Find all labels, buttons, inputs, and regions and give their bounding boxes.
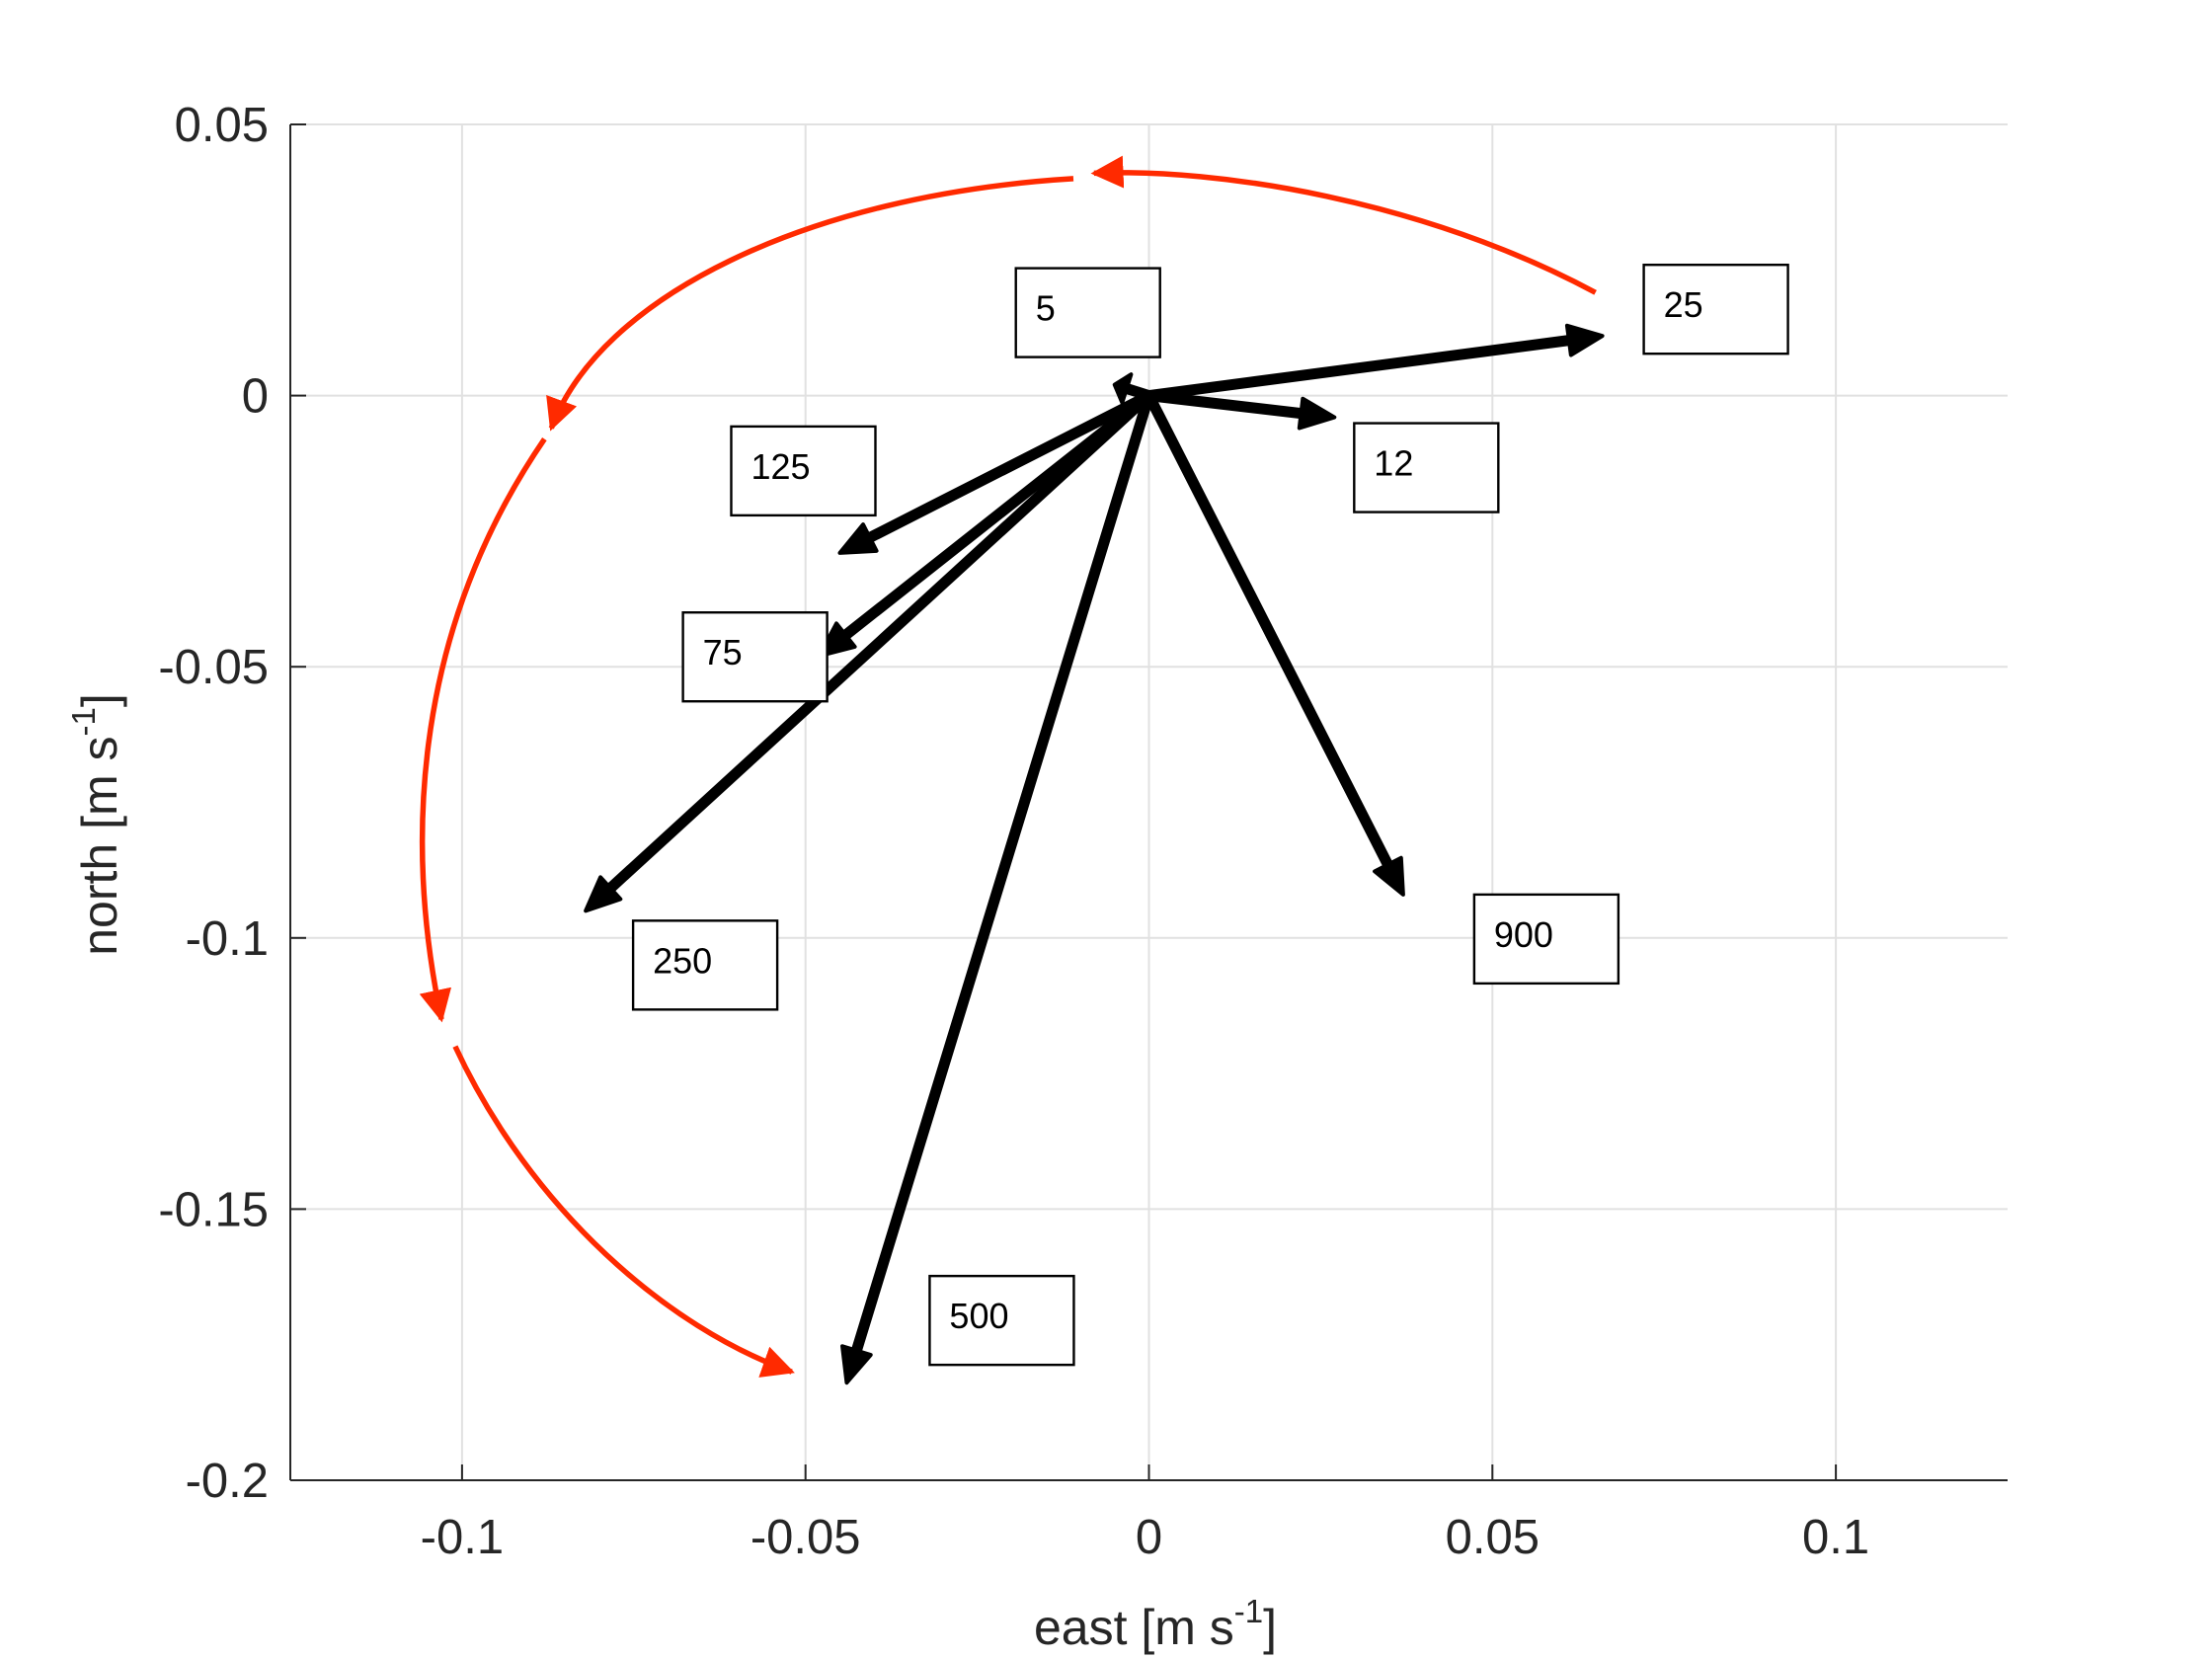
y-tick-label: -0.05 <box>158 641 269 694</box>
vector-shaft <box>1144 390 1393 871</box>
label-box-frame <box>1472 893 1620 986</box>
vector-shaft <box>1144 335 1575 402</box>
label-box-frame <box>631 919 779 1011</box>
label-box-frame <box>681 611 829 703</box>
y-tick-label: 0 <box>242 370 269 424</box>
label-box-frame <box>1642 263 1789 356</box>
vector-head <box>1297 396 1337 431</box>
vector-head <box>584 875 623 913</box>
vector-head <box>1373 855 1405 897</box>
depth-label-box: 5 <box>1014 267 1161 358</box>
vector-shaft <box>864 390 1154 543</box>
label-box-frame <box>928 1274 1075 1367</box>
vector-shaft <box>850 390 1154 1357</box>
x-tick-label: 0.05 <box>1446 1511 1540 1564</box>
label-box-frame <box>1014 267 1161 358</box>
depth-label-text: 250 <box>653 940 712 981</box>
depth-label-text: 25 <box>1664 284 1703 325</box>
vector-head <box>837 522 879 555</box>
axes <box>289 123 2008 1481</box>
x-tick-label: 0 <box>1136 1511 1162 1564</box>
rotation-arc <box>1090 155 1597 295</box>
rotation-arc <box>452 1045 795 1378</box>
depth-label-box: 75 <box>681 611 829 703</box>
vector-shaft <box>1144 390 1307 420</box>
y-axis-title: north [m s-1] <box>65 693 127 956</box>
depth-label-text: 75 <box>703 632 743 672</box>
vector-shaft <box>604 390 1154 894</box>
vector-arrow <box>837 390 1154 555</box>
tick-labels: -0.1 -0.05 0 0.05 0.1 0.05 0 -0.05 -0.1 -0.15 -0.2 <box>158 99 1869 1564</box>
vector-arrow <box>584 390 1154 913</box>
depth-label-text: 125 <box>750 446 810 487</box>
label-box-frame <box>1353 422 1500 514</box>
depth-label-box: 12 <box>1353 422 1500 514</box>
depth-labels: 5 12 25 75 125 250 500 900 <box>631 263 1789 1367</box>
depth-label-text: 500 <box>949 1296 1008 1336</box>
depth-label-text: 12 <box>1374 443 1413 484</box>
rotation-arc <box>546 176 1074 432</box>
depth-label-box: 25 <box>1642 263 1789 356</box>
depth-label-box: 125 <box>730 425 877 517</box>
x-tick-label: -0.05 <box>750 1511 861 1564</box>
x-tick-label: -0.1 <box>421 1511 504 1564</box>
label-box-frame <box>730 425 877 517</box>
vector-head <box>1112 372 1134 405</box>
y-tick-label: 0.05 <box>175 99 269 152</box>
depth-label-box: 250 <box>631 919 779 1011</box>
depth-label-box: 900 <box>1472 893 1620 986</box>
vector-head <box>840 1344 873 1385</box>
vector-arrow <box>1144 323 1605 402</box>
depth-label-text: 5 <box>1036 288 1056 329</box>
y-tick-label: -0.1 <box>186 912 269 966</box>
vector-head <box>1564 323 1605 357</box>
vector-arrow <box>1144 390 1405 897</box>
vector-arrow <box>1144 390 1337 431</box>
vector-arrow <box>840 390 1154 1385</box>
rotation-arc <box>419 436 547 1023</box>
y-tick-label: -0.2 <box>186 1455 269 1508</box>
depth-label-text: 900 <box>1494 914 1553 955</box>
y-tick-label: -0.15 <box>158 1183 269 1236</box>
depth-vectors <box>584 323 1605 1385</box>
rotation-curve <box>419 155 1597 1378</box>
depth-label-box: 500 <box>928 1274 1075 1367</box>
x-axis-title: east [m s-1] <box>1034 1593 1277 1655</box>
x-tick-label: 0.1 <box>1802 1511 1869 1564</box>
